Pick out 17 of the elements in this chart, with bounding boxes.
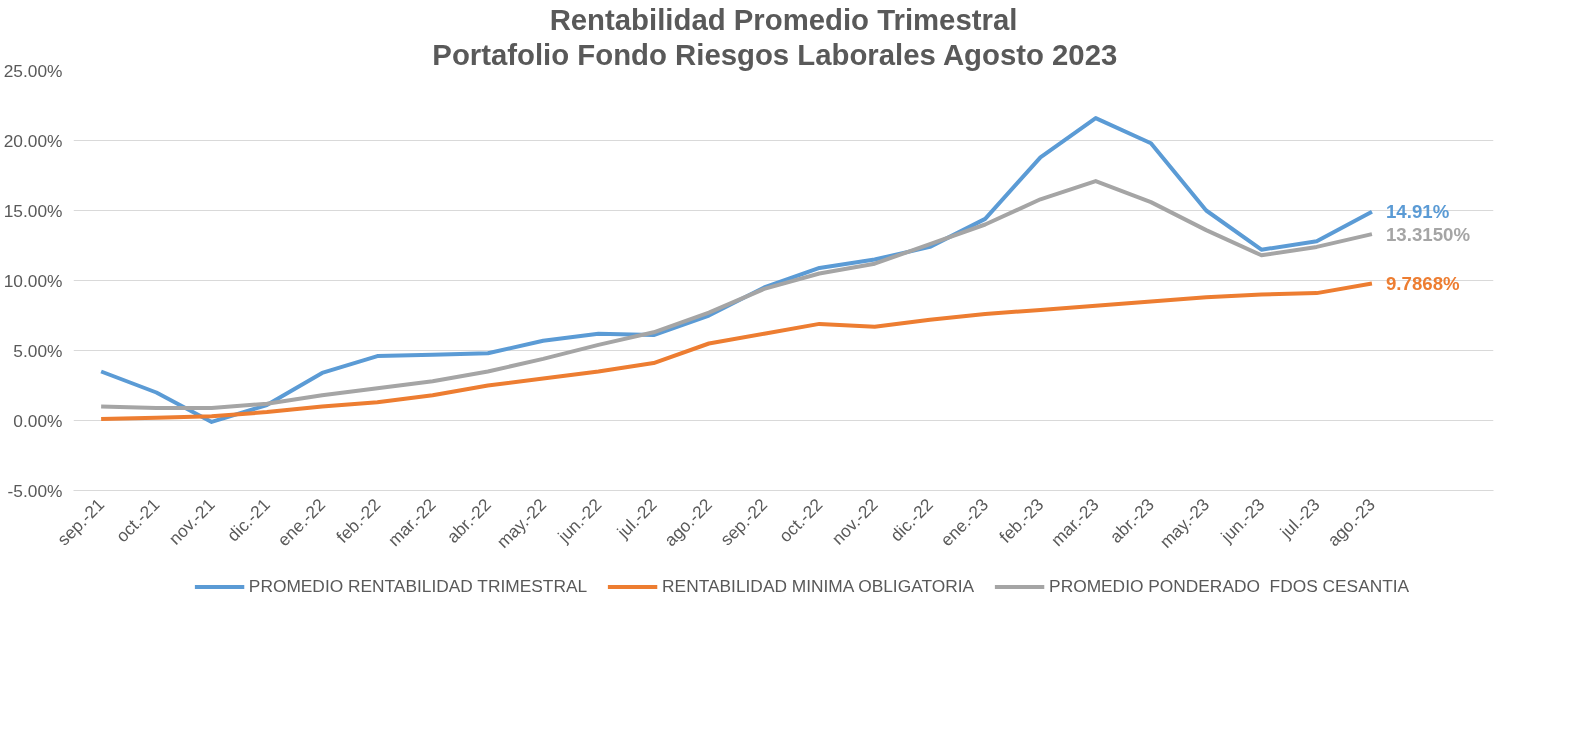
line-series (99, 179, 1374, 410)
legend-label: PROMEDIO PONDERADO FDOS CESANTIA (1049, 575, 1410, 597)
data-label: 13.3150% (1385, 223, 1471, 245)
y-tick-label: 25.00% (3, 60, 63, 81)
y-tick-label: 0.00% (13, 410, 63, 431)
chart-title: Rentabilidad Promedio Trimestral (549, 2, 1018, 36)
y-tick-label: 5.00% (13, 340, 63, 361)
data-label: 14.91% (1385, 201, 1450, 223)
y-tick-label: -5.00% (7, 480, 63, 501)
legend-label: PROMEDIO RENTABILIDAD TRIMESTRAL (248, 575, 588, 597)
legend-label: RENTABILIDAD MINIMA OBLIGATORIA (662, 575, 975, 597)
line-series (99, 281, 1374, 422)
data-label: 9.7868% (1385, 272, 1461, 294)
y-tick-label: 15.00% (3, 200, 63, 221)
y-tick-label: 20.00% (3, 130, 63, 151)
y-tick-label: 10.00% (3, 270, 63, 291)
chart-subtitle: Portafolio Fondo Riesgos Laborales Agosto 2023 (432, 37, 1118, 71)
